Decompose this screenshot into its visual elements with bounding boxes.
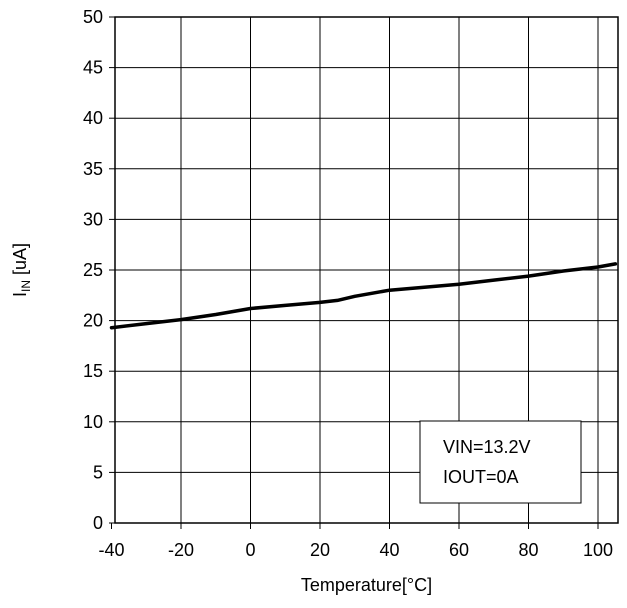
x-axis-title: Temperature[°C] bbox=[301, 575, 432, 595]
y-tick-label: 45 bbox=[83, 58, 103, 78]
y-tick-label: 30 bbox=[83, 209, 103, 229]
y-axis-title-unit: [uA] bbox=[10, 243, 30, 280]
y-tick-label: 35 bbox=[83, 159, 103, 179]
y-tick-label: 40 bbox=[83, 108, 103, 128]
x-tick-label: -20 bbox=[168, 540, 194, 560]
y-tick-label: 50 bbox=[83, 7, 103, 27]
y-axis-title-sub: IN bbox=[19, 280, 33, 292]
y-axis-title: IIN [uA] bbox=[10, 243, 33, 297]
y-tick-label: 15 bbox=[83, 361, 103, 381]
x-tick-label: -40 bbox=[98, 540, 124, 560]
series-line bbox=[109, 262, 618, 330]
y-tick-label: 25 bbox=[83, 260, 103, 280]
y-axis-title-main: I bbox=[10, 292, 30, 297]
x-tick-label: 100 bbox=[583, 540, 613, 560]
x-tick-label: 40 bbox=[379, 540, 399, 560]
annotation-box: VIN=13.2V IOUT=0A bbox=[419, 420, 582, 504]
annotation-iout: IOUT=0A bbox=[443, 467, 519, 487]
y-tick-label: 10 bbox=[83, 412, 103, 432]
y-tick-label: 0 bbox=[93, 513, 103, 533]
x-tick-label: 20 bbox=[310, 540, 330, 560]
x-axis-ticks: -40 -20 0 20 40 60 80 100 bbox=[98, 523, 613, 560]
x-tick-label: 0 bbox=[245, 540, 255, 560]
x-tick-label: 80 bbox=[518, 540, 538, 560]
x-tick-label: 60 bbox=[449, 540, 469, 560]
y-tick-label: 5 bbox=[93, 462, 103, 482]
y-axis-ticks: 0 5 10 15 20 25 30 35 40 45 50 bbox=[83, 7, 115, 533]
annotation-vin: VIN=13.2V bbox=[443, 437, 531, 457]
y-tick-label: 20 bbox=[83, 311, 103, 331]
